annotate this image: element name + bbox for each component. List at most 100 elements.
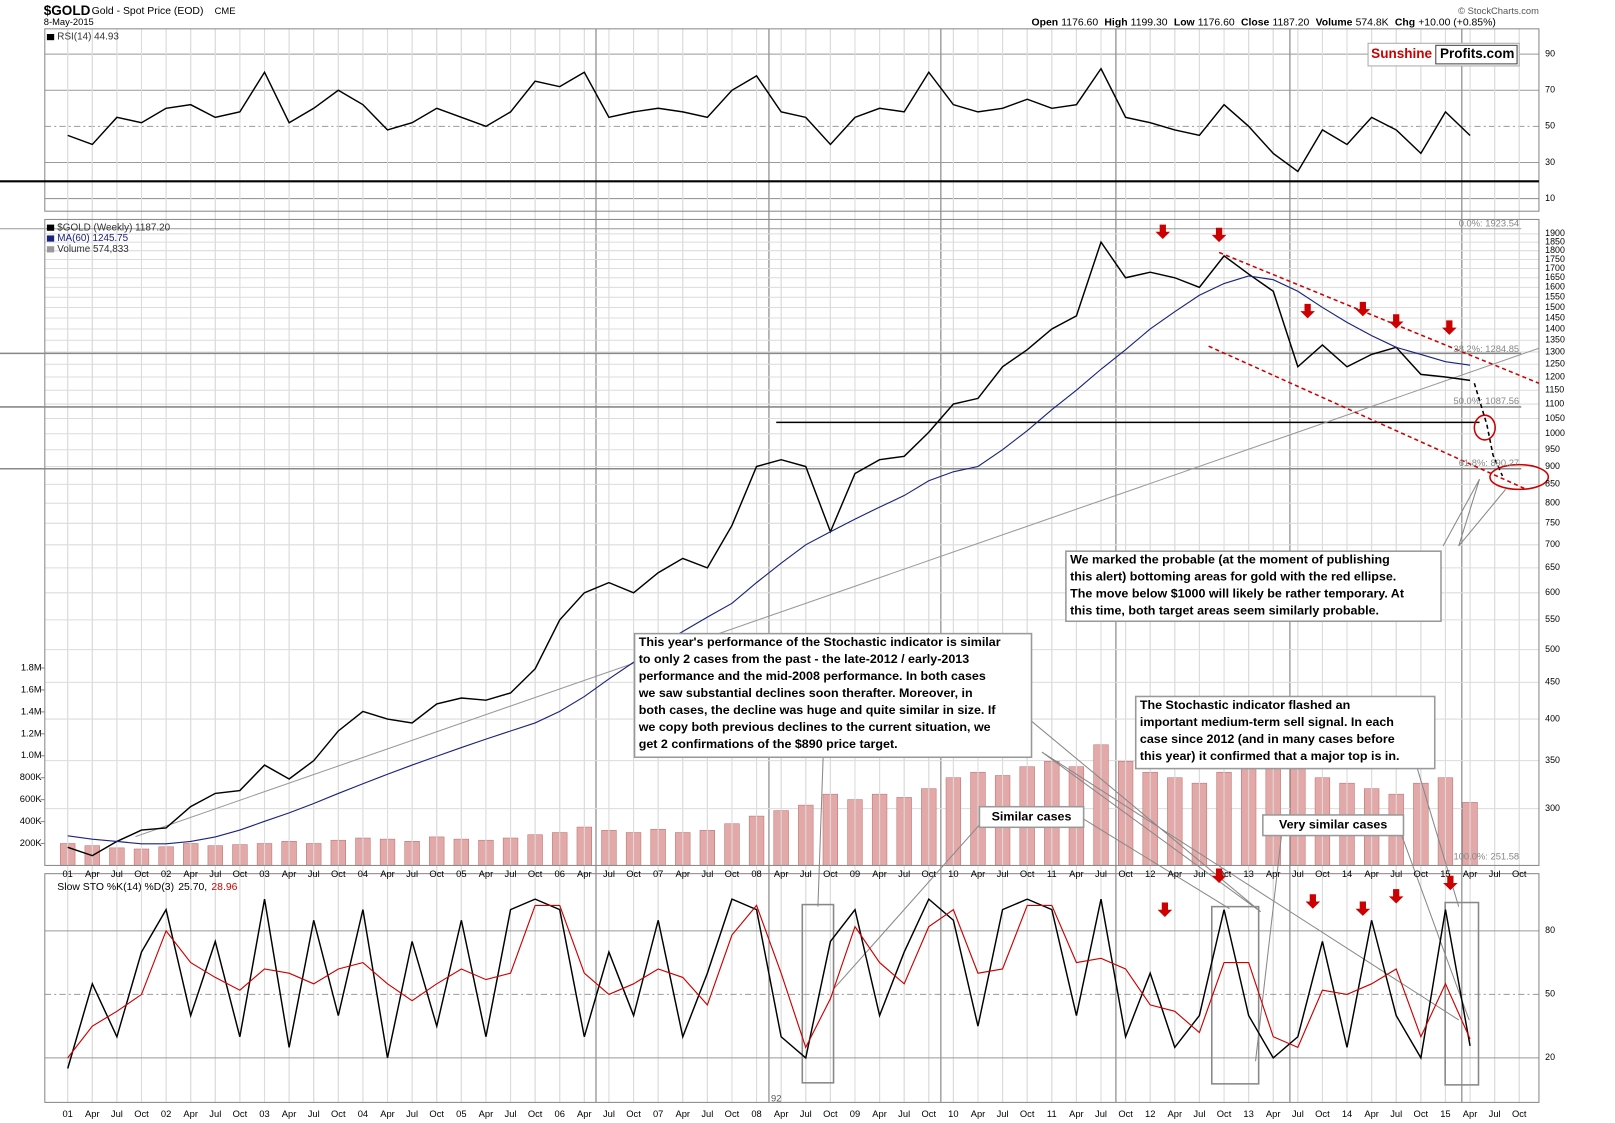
y-tick-label: 1050 xyxy=(1545,413,1565,423)
x-tick-label: Oct xyxy=(528,1109,543,1119)
x-tick-label: Oct xyxy=(134,1109,149,1119)
annotation-text: important medium-term sell signal. In ea… xyxy=(1140,715,1394,729)
x-tick-label: 06 xyxy=(555,869,565,879)
sell-arrow xyxy=(1155,224,1171,240)
x-tick-label: Oct xyxy=(1217,1109,1232,1119)
x-tick-label: Oct xyxy=(331,869,346,879)
y2-tick-label: 1.4M xyxy=(21,706,42,716)
y-tick-label: 20 xyxy=(1545,1052,1555,1062)
y-tick-label: 750 xyxy=(1545,518,1560,528)
x-tick-label: 13 xyxy=(1243,1109,1253,1119)
x-tick-label: Apr xyxy=(1364,869,1379,879)
y-tick-label: 400 xyxy=(1545,713,1560,723)
date: 8-May-2015 xyxy=(44,17,94,27)
y-tick-label: 1400 xyxy=(1545,323,1565,333)
legend-entry: Volume 574,833 xyxy=(57,244,129,255)
x-tick-label: Apr xyxy=(774,1109,789,1119)
legend-title: Slow STO %K(14) %D(3) xyxy=(57,882,174,893)
x-tick-label: 11 xyxy=(1047,1109,1057,1119)
legend-entry: MA(60) 1245.75 xyxy=(57,233,128,244)
x-tick-label: Oct xyxy=(429,869,444,879)
quote-label: Chg xyxy=(1395,17,1415,28)
x-tick-label: Jul xyxy=(898,1109,910,1119)
x-tick-label: 10 xyxy=(948,1109,958,1119)
sell-arrow xyxy=(1305,894,1321,909)
level-label: 61.8%: 890.27 xyxy=(1459,458,1519,468)
target-ellipse xyxy=(1473,414,1496,441)
x-tick-label: Oct xyxy=(1118,1109,1133,1119)
y-tick-label: 1450 xyxy=(1545,312,1565,322)
x-tick-label: 03 xyxy=(259,869,269,879)
quote-value: 1176.60 xyxy=(1198,17,1235,28)
y-tick-label: 1900 xyxy=(1545,228,1565,238)
y-tick-label: 900 xyxy=(1545,461,1560,471)
credit: © StockCharts.com xyxy=(1458,6,1539,16)
y-tick-label: 50 xyxy=(1545,989,1555,999)
x-tick-label: Apr xyxy=(479,869,494,879)
x-tick-label: Jul xyxy=(1390,1109,1402,1119)
x-tick-label: Apr xyxy=(282,1109,297,1119)
x-tick-label: Apr xyxy=(380,1109,395,1119)
label-text: Similar cases xyxy=(992,809,1072,823)
annotation-text: get 2 confirmations of the $890 price ta… xyxy=(639,737,898,751)
legend-entry: 25.70, xyxy=(178,882,207,893)
x-tick-label: 02 xyxy=(161,869,171,879)
x-tick-label: Apr xyxy=(1266,869,1281,879)
case-box xyxy=(1210,905,1260,1085)
y-tick-label: 450 xyxy=(1545,677,1560,687)
y-tick-label: 700 xyxy=(1545,539,1560,549)
y-tick-label: 1150 xyxy=(1545,385,1564,395)
x-tick-label: Jul xyxy=(1292,1109,1304,1119)
legend-swatch xyxy=(46,224,55,231)
annotation-text: We marked the probable (at the moment of… xyxy=(1070,553,1390,567)
x-tick-label: Jul xyxy=(603,869,615,879)
callout-line xyxy=(817,757,824,907)
x-tick-label: Apr xyxy=(479,1109,494,1119)
x-tick-label: Apr xyxy=(1463,1109,1478,1119)
price-panel xyxy=(44,218,1540,866)
x-tick-label: Apr xyxy=(577,1109,592,1119)
sell-arrow xyxy=(1442,320,1457,335)
y-tick-label: 90 xyxy=(1545,48,1555,58)
x-tick-label: Jul xyxy=(1489,869,1501,879)
x-tick-label: Jul xyxy=(1095,869,1107,879)
x-tick-label: 12 xyxy=(1145,1109,1155,1119)
x-tick-label: 14 xyxy=(1342,1109,1352,1119)
x-tick-label: Apr xyxy=(1266,1109,1281,1119)
x-tick-label: Jul xyxy=(308,1109,320,1119)
sell-arrow xyxy=(1443,875,1458,891)
x-tick-label: 09 xyxy=(850,1109,860,1119)
x-tick-label: 08 xyxy=(751,1109,761,1119)
x-tick-label: Jul xyxy=(209,1109,221,1119)
sell-arrow xyxy=(1355,301,1371,317)
x-tick-label: 11 xyxy=(1047,869,1057,879)
y-tick-label: 950 xyxy=(1545,444,1560,454)
y-tick-label: 350 xyxy=(1545,755,1560,765)
x-tick-label: 05 xyxy=(456,869,466,879)
x-tick-label: Jul xyxy=(505,869,517,879)
legend-entry: 28.96 xyxy=(211,882,237,893)
annotation-text: This year's performance of the Stochasti… xyxy=(639,635,1001,649)
y-tick-label: 1750 xyxy=(1545,254,1565,264)
x-tick-label: Jul xyxy=(1292,869,1304,879)
x-tick-label: 12 xyxy=(1145,869,1155,879)
annotation-text: this alert) bottoming areas for gold wit… xyxy=(1070,570,1396,584)
marker-label: 92 xyxy=(771,1094,781,1104)
legend-swatch xyxy=(46,235,55,242)
case-box xyxy=(801,903,835,1084)
x-tick-label: 04 xyxy=(358,869,368,879)
quote-value: +10.00 (+0.85%) xyxy=(1418,17,1496,28)
x-tick-label: Jul xyxy=(308,869,320,879)
series-line xyxy=(67,904,1471,1059)
x-tick-label: Apr xyxy=(380,869,395,879)
x-tick-label: 04 xyxy=(358,1109,368,1119)
logo-text: Profits.com xyxy=(1440,46,1514,61)
y-tick-label: 1700 xyxy=(1545,263,1565,273)
x-tick-label: Oct xyxy=(1315,1109,1330,1119)
x-tick-label: 13 xyxy=(1243,869,1253,879)
y-tick-label: 1100 xyxy=(1545,398,1564,408)
x-tick-label: 03 xyxy=(259,1109,269,1119)
x-tick-label: Oct xyxy=(1118,869,1133,879)
x-tick-label: 01 xyxy=(62,869,72,879)
